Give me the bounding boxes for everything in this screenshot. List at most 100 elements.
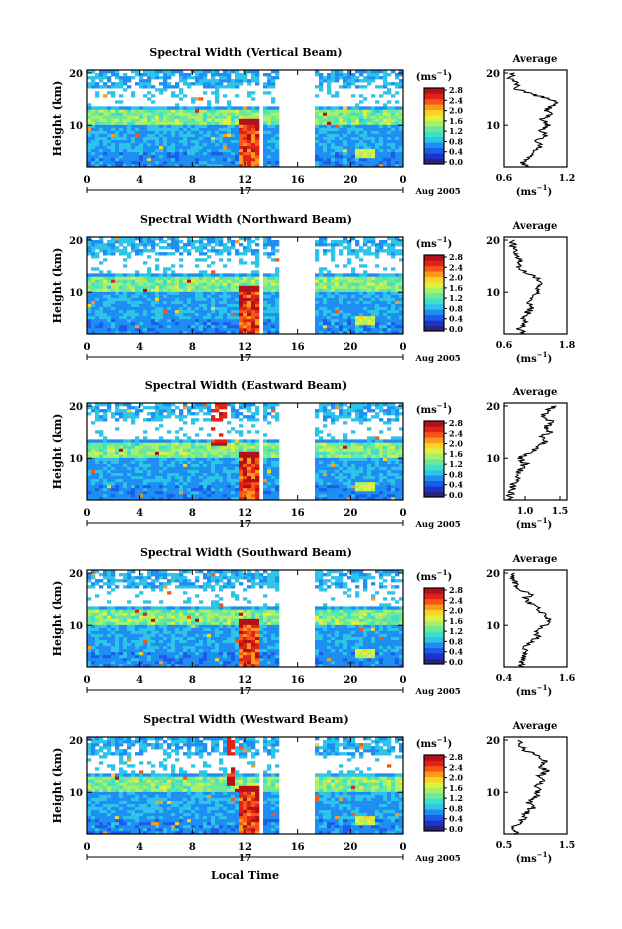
heatmap-cell [219, 252, 224, 256]
heatmap-cell [235, 154, 240, 159]
heatmap-cell [115, 472, 120, 477]
heatmap-cell [315, 415, 320, 419]
heatmap-cell [203, 487, 208, 492]
heatmap-cell [203, 490, 208, 495]
heatmap-cell [323, 472, 328, 477]
heatmap-cell [107, 118, 112, 122]
heatmap-cell [339, 306, 344, 311]
heatmap-cell [327, 139, 332, 144]
heatmap-cell [179, 151, 184, 156]
heatmap-cell [147, 439, 152, 443]
heatmap-cell [267, 145, 272, 150]
heatmap-cell [207, 79, 212, 83]
heatmap-cell [383, 82, 388, 86]
heatmap-cell [355, 294, 360, 298]
heatmap-cell [171, 412, 176, 416]
heatmap-cell [359, 160, 364, 165]
heatmap-cell [119, 243, 124, 247]
heatmap-cell [131, 475, 136, 480]
heatmap-cell [171, 70, 176, 74]
heatmap-cell [399, 330, 404, 335]
heatmap-cell [91, 121, 96, 125]
heatmap-cell [263, 115, 268, 119]
heatmap-cell [211, 276, 216, 280]
heatmap-cell [223, 496, 228, 501]
heatmap-cell [219, 148, 224, 153]
heatmap-cell [99, 118, 104, 122]
heatmap-cell [255, 406, 260, 410]
heatmap-cell [183, 139, 188, 144]
heatmap-cell [147, 282, 152, 286]
heatmap-cell [383, 330, 388, 335]
heatmap-cell [195, 139, 200, 144]
heatmap-cell [171, 297, 176, 301]
heatmap-cell [135, 291, 140, 295]
heatmap-cell [399, 273, 404, 277]
heatmap-cell [175, 121, 180, 125]
heatmap-cell [135, 142, 140, 147]
heatmap-cell [359, 163, 364, 168]
heatmap-cell [143, 124, 148, 128]
colorbar-tick-label: 0.4 [449, 147, 463, 157]
heatmap-cell [183, 324, 188, 329]
heatmap-cell [131, 472, 136, 477]
heatmap-cell [91, 243, 96, 247]
heatmap-cell [155, 157, 160, 162]
heatmap-cell [367, 127, 372, 131]
heatmap-cell [251, 276, 256, 280]
heatmap-cell [395, 151, 400, 156]
heatmap-cell [391, 282, 396, 286]
heatmap-cell [107, 282, 112, 286]
heatmap-cell [107, 315, 112, 320]
heatmap-cell [367, 112, 372, 116]
heatmap-cell [87, 484, 92, 489]
heatmap-cell [347, 246, 352, 250]
heatmap-cell [215, 324, 220, 329]
heatmap-cell [275, 279, 280, 283]
heatmap-cell [187, 409, 192, 413]
heatmap-cell [347, 154, 352, 159]
heatmap-cell [331, 118, 336, 122]
heatmap-cell [255, 270, 260, 274]
heatmap-cell [91, 330, 96, 335]
heatmap-cell [255, 115, 260, 119]
heatmap-cell [315, 463, 320, 467]
heatmap-cell [327, 91, 332, 95]
heatmap-cell [275, 154, 280, 159]
heatmap-cell [211, 270, 216, 274]
heatmap-cell [167, 267, 172, 271]
heatmap-cell [167, 252, 172, 256]
heatmap-cell [371, 321, 376, 326]
heatmap-cell [219, 448, 224, 452]
heatmap-cell [247, 472, 252, 477]
heatmap-cell [267, 300, 272, 304]
heatmap-cell [187, 139, 192, 144]
heatmap-cell [147, 136, 152, 141]
heatmap-cell [343, 160, 348, 165]
heatmap-cell [191, 300, 196, 304]
heatmap-cell [151, 249, 156, 253]
heatmap-cell [179, 73, 184, 77]
heatmap-cell [91, 490, 96, 495]
heatmap-cell [171, 445, 176, 449]
heatmap-cell [255, 127, 260, 131]
heatmap-cell [123, 151, 128, 156]
heatmap-cell [247, 115, 252, 119]
heatmap-cell [155, 163, 160, 168]
heatmap-cell [335, 327, 340, 332]
heatmap-cell [343, 109, 348, 113]
heatmap-cell [127, 415, 132, 419]
heatmap-cell [123, 130, 128, 134]
heatmap-cell [331, 463, 336, 467]
heatmap-cell [131, 303, 136, 308]
heatmap-cell [335, 133, 340, 137]
heatmap-cell [275, 442, 280, 446]
heatmap-cell [251, 451, 256, 455]
heatmap-cell [99, 430, 104, 434]
heatmap-cell [239, 261, 244, 265]
heatmap-cell [107, 300, 112, 304]
heatmap-cell [215, 439, 220, 443]
heatmap-cell [199, 127, 204, 131]
heatmap-cell [395, 243, 400, 247]
heatmap-cell [155, 463, 160, 467]
